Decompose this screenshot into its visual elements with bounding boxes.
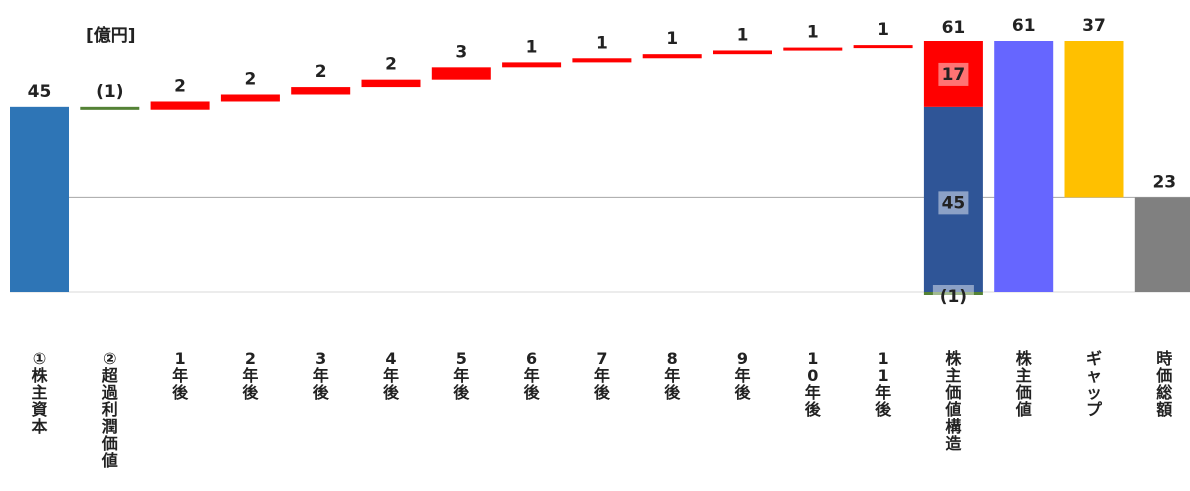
data-label-15: 37 [1082,16,1106,36]
data-label-3: 2 [244,69,256,89]
bar-14 [994,41,1054,292]
bar-13-segment-2 [923,41,983,107]
category-label-14: 株主価値 [1015,349,1033,419]
bar-15 [1064,41,1124,198]
bar-13-segment-0 [923,292,983,295]
data-label-1: (1) [96,82,123,102]
bar-0 [10,106,69,293]
category-label-15: ギャップ [1086,349,1103,419]
category-label-0: ① 株主資本 [31,349,48,436]
segment-label-lower-bg [932,285,974,308]
data-label-5: 2 [385,55,397,75]
category-label-16: 時価総額 [1155,349,1172,419]
bar-10 [713,50,772,55]
data-label-4: 2 [315,62,327,82]
bar-12 [853,45,913,49]
category-label-5: 4 年後 [383,349,400,402]
bar-3 [220,94,280,102]
bar-5 [361,79,421,88]
category-label-9: 8 年後 [664,349,681,402]
bar-16 [1134,197,1190,292]
data-label-14: 61 [1012,16,1036,36]
category-label-3: 2 年後 [242,349,259,402]
bar-13-segment-1 [923,106,983,293]
bar-9 [642,54,702,59]
data-label-10: 1 [737,25,749,45]
segment-label-upper: 17 [942,65,966,85]
category-labels-group: ① 株主資本 ② 超過利潤価値 1 年後 2 年後 3 年後 4 年後 5 年後 6 年後 7 年後 8 年後 9 年後 1… [31,349,1172,470]
bar-8 [572,58,632,63]
segment-label-middle: 45 [942,193,966,213]
category-label-13: 株主価値構造 [944,349,962,453]
category-label-11: 1 0 年後 [805,349,822,419]
category-label-1: ② 超過利潤価値 [101,349,119,470]
bar-4 [291,87,351,95]
bar-2 [150,101,210,110]
data-label-2: 2 [174,76,186,96]
data-label-12: 1 [877,20,889,40]
segment-label-upper-bg [938,62,969,86]
unit-label: [億円] [86,25,136,46]
data-label-11: 1 [807,23,819,43]
data-label-7: 1 [526,37,538,57]
data-label-16: 23 [1152,172,1176,192]
category-label-6: 5 年後 [453,349,470,402]
data-label-8: 1 [596,33,608,53]
category-label-7: 6 年後 [524,349,541,402]
bar-6 [431,67,491,80]
category-label-4: 3 年後 [313,349,330,402]
category-label-2: 1 年後 [172,349,189,402]
bar-7 [502,62,562,68]
segment-label-lower: (1) [940,287,967,307]
bar-1 [80,106,140,110]
category-label-10: 9 年後 [734,349,751,402]
category-label-8: 7 年後 [594,349,611,402]
data-label-6: 3 [455,42,467,62]
category-label-12: 1 1 年後 [875,349,892,419]
data-label-9: 1 [666,29,678,49]
data-label-13: 61 [942,18,966,38]
bars-group [10,41,1190,295]
data-label-0: 45 [28,82,52,102]
segment-label-middle-bg [938,191,969,215]
bar-11 [783,47,843,51]
